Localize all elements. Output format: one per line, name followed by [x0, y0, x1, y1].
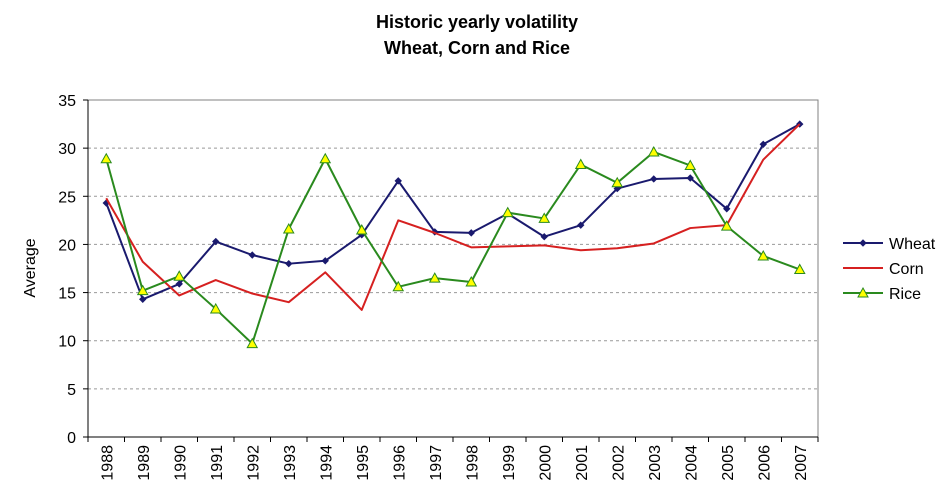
legend-item-corn: Corn — [843, 261, 924, 278]
y-tick-label: 25 — [58, 189, 76, 206]
data-point — [394, 177, 402, 185]
legend-item-rice: Rice — [843, 286, 921, 303]
data-point — [139, 295, 147, 304]
x-tick-label: 2005 — [720, 445, 737, 481]
x-tick-label: 1992 — [245, 445, 262, 481]
x-tick-label: 1994 — [318, 445, 335, 481]
plot-area — [87, 99, 819, 438]
data-point — [246, 337, 259, 349]
data-point — [282, 222, 295, 234]
y-tick-label: 10 — [58, 334, 76, 351]
axes: 0 5 10 15 20 25 30 35 1988 1989 1990 1991 1992 1993 19… — [58, 93, 819, 481]
y-tick-label: 35 — [58, 93, 76, 110]
data-point — [428, 272, 441, 283]
chart-title: Historic yearly volatility — [376, 12, 578, 32]
data-point — [100, 152, 113, 164]
y-axis-title: Average — [22, 238, 39, 297]
data-point — [175, 280, 183, 288]
legend-label: Rice — [889, 286, 921, 303]
gridlines — [88, 147, 818, 390]
data-point — [720, 220, 733, 231]
data-point — [723, 205, 731, 213]
chart-subtitle: Wheat, Corn and Rice — [384, 38, 570, 58]
x-tick-label: 2003 — [647, 445, 664, 481]
data-point — [647, 145, 660, 157]
legend-label: Corn — [889, 261, 924, 278]
data-point — [577, 221, 585, 229]
x-tick-label: 1997 — [428, 445, 445, 481]
data-point — [857, 286, 869, 298]
x-tick-label: 1998 — [464, 445, 481, 481]
data-point — [574, 158, 587, 170]
x-tick-label: 1991 — [209, 445, 226, 481]
x-tick-label: 1996 — [391, 445, 408, 481]
data-point — [319, 152, 332, 164]
data-point — [859, 239, 867, 247]
data-point — [540, 233, 548, 241]
data-point — [355, 223, 368, 235]
data-point — [686, 174, 694, 182]
series-line — [105, 123, 801, 311]
series-lines — [100, 120, 806, 349]
series-corn — [105, 123, 801, 311]
x-tick-label: 2002 — [610, 445, 627, 481]
data-point — [212, 237, 220, 246]
x-tick-label: 2000 — [537, 445, 554, 481]
legend-label: Wheat — [889, 236, 936, 253]
x-tick-label: 1988 — [99, 445, 116, 481]
data-point — [173, 270, 186, 281]
x-tick-label: 2004 — [683, 445, 700, 481]
y-tick-label: 5 — [67, 382, 76, 399]
legend-item-wheat: Wheat — [843, 236, 936, 253]
x-tick-label: 1989 — [136, 445, 153, 481]
legend: Wheat Corn Rice — [843, 236, 936, 303]
x-tick-label: 1993 — [282, 445, 299, 481]
data-point — [650, 175, 658, 183]
x-tick-label: 1995 — [355, 445, 372, 481]
data-point — [248, 251, 256, 259]
data-point — [321, 257, 329, 265]
series-line — [105, 123, 801, 301]
data-point — [136, 284, 149, 296]
series-rice — [100, 145, 806, 349]
data-point — [467, 229, 475, 237]
data-point — [392, 280, 405, 292]
y-tick-label: 20 — [58, 237, 76, 254]
y-tick-label: 0 — [67, 430, 76, 447]
x-tick-label: 2006 — [756, 445, 773, 481]
series-line — [105, 150, 801, 345]
data-point — [465, 275, 478, 287]
series-wheat — [102, 120, 804, 304]
y-tick-label: 15 — [58, 286, 76, 303]
data-point — [759, 140, 767, 148]
x-tick-label: 1999 — [501, 445, 518, 481]
data-point — [793, 263, 806, 274]
data-point — [538, 212, 551, 223]
data-point — [611, 176, 624, 188]
data-point — [684, 159, 697, 170]
y-tick-label: 30 — [58, 141, 76, 158]
data-point — [285, 259, 293, 268]
data-point — [209, 302, 222, 314]
data-point — [757, 249, 770, 261]
x-tick-label: 2007 — [793, 445, 810, 481]
data-point — [501, 206, 514, 218]
x-tick-label: 1990 — [172, 445, 189, 481]
x-tick-label: 2001 — [574, 445, 591, 481]
